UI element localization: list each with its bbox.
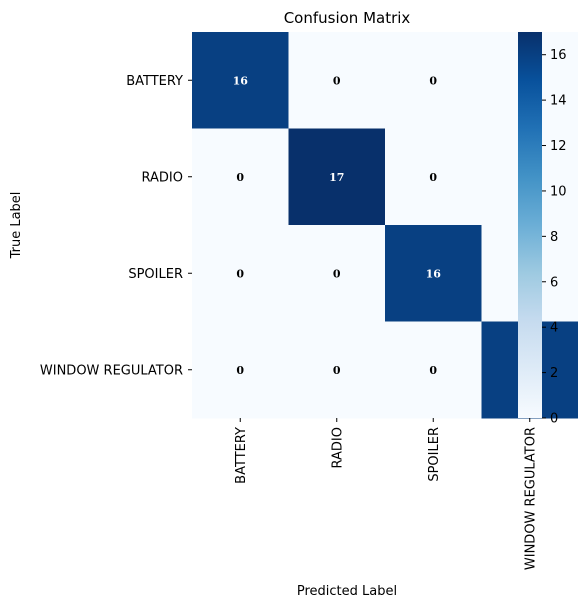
cell-value-label: 0 bbox=[429, 364, 437, 377]
x-tick-label: RADIO bbox=[330, 427, 345, 468]
x-tick-label: SPOILER bbox=[427, 427, 442, 482]
heatmap-cell bbox=[288, 225, 386, 322]
cell-value-label: 0 bbox=[236, 171, 244, 184]
y-tick-label: BATTERY bbox=[126, 74, 183, 89]
heatmap-cell bbox=[192, 128, 289, 226]
colorbar bbox=[518, 32, 542, 418]
y-tick-label: WINDOW REGULATOR bbox=[40, 363, 183, 378]
colorbar-tick-label: 16 bbox=[550, 48, 567, 63]
heatmap-cell bbox=[385, 321, 482, 419]
cell-value-label: 16 bbox=[233, 74, 249, 87]
cell-value-label: 0 bbox=[333, 267, 341, 280]
x-axis-label: Predicted Label bbox=[297, 584, 397, 599]
colorbar-ticks: 0 2 4 6 8 10 12 14 16 bbox=[542, 48, 567, 427]
heatmap-cell bbox=[288, 32, 386, 129]
cell-value-label: 0 bbox=[429, 171, 437, 184]
cell-value-label: 0 bbox=[333, 74, 341, 87]
y-axis-label: True Label bbox=[9, 192, 24, 260]
heatmap-cell bbox=[288, 321, 386, 419]
colorbar-tick-label: 2 bbox=[550, 366, 558, 381]
cell-value-label: 0 bbox=[236, 267, 244, 280]
colorbar-tick-label: 6 bbox=[550, 275, 558, 290]
heatmap-cell bbox=[192, 321, 289, 419]
heatmap-cell bbox=[385, 32, 482, 129]
colorbar-tick-label: 14 bbox=[550, 94, 567, 109]
cell-value-label: 17 bbox=[329, 171, 344, 184]
y-tick-label: SPOILER bbox=[128, 267, 183, 282]
heatmap-cell bbox=[288, 128, 386, 226]
x-tick-label: WINDOW REGULATOR bbox=[523, 427, 538, 570]
cell-value-label: 0 bbox=[236, 364, 244, 377]
colorbar-tick-label: 10 bbox=[550, 184, 567, 199]
heatmap-cell bbox=[192, 32, 289, 129]
x-tick-label: BATTERY bbox=[234, 427, 249, 484]
colorbar-tick-label: 12 bbox=[550, 139, 567, 154]
chart-title: Confusion Matrix bbox=[284, 9, 411, 27]
heatmap-cell bbox=[192, 225, 289, 322]
colorbar-tick-label: 4 bbox=[550, 321, 558, 336]
y-tick-label: RADIO bbox=[142, 170, 183, 185]
heatmap-cell bbox=[385, 225, 482, 322]
cell-value-label: 0 bbox=[429, 74, 437, 87]
colorbar-tick-label: 8 bbox=[550, 230, 558, 245]
cell-value-label: 0 bbox=[333, 364, 341, 377]
x-axis-ticks: BATTERY RADIO SPOILER WINDOW REGULATOR bbox=[234, 418, 538, 570]
heatmap-cell bbox=[385, 128, 482, 226]
colorbar-tick-label: 0 bbox=[550, 412, 558, 427]
cell-value-label: 16 bbox=[426, 267, 442, 280]
y-axis-ticks: BATTERY RADIO SPOILER WINDOW REGULATOR bbox=[40, 74, 192, 378]
